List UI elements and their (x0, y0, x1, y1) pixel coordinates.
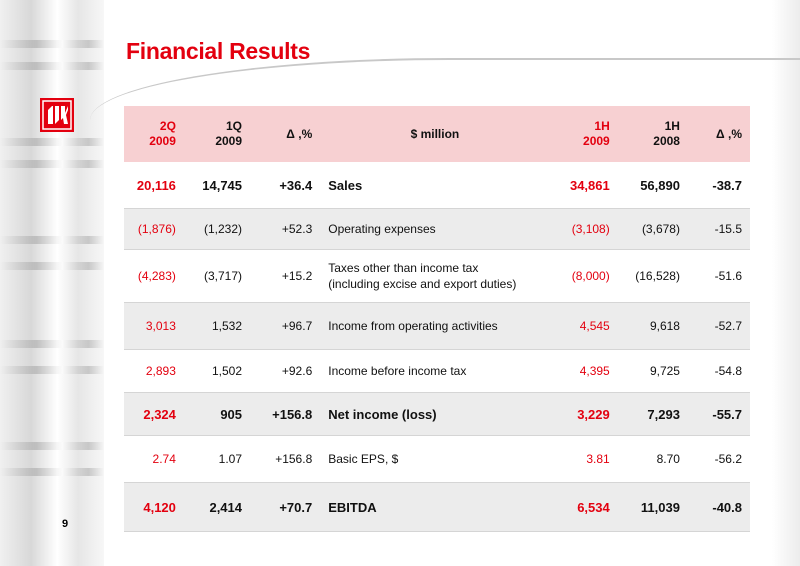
cell-label: Operating expenses (328, 222, 436, 236)
cell-delta-h: -56.2 (714, 452, 742, 466)
cell-delta-h: -38.7 (712, 177, 742, 193)
cell-delta-h: -15.5 (714, 222, 742, 236)
page-title: Financial Results (126, 38, 311, 64)
cell-2q: 20,116 (136, 177, 176, 193)
header-unit: $ million (320, 106, 550, 162)
cell-1q: 2,414 (209, 499, 243, 515)
cell-1h-2008: (3,678) (641, 222, 680, 236)
header-1h-2008: 1H 2008 (617, 106, 688, 162)
cell-1q: 1,532 (211, 319, 243, 333)
header-2q-2009: 2Q 2009 (124, 106, 184, 162)
table-row: (1,876) (1,232) +52.3 Operating expenses… (124, 208, 750, 250)
header-1q-2009: 1Q 2009 (183, 106, 251, 162)
cell-2q: 2.74 (152, 452, 176, 466)
cell-1h-2009: (8,000) (571, 269, 610, 283)
cell-delta-h: -54.8 (714, 364, 742, 378)
cell-delta-q: +15.2 (281, 269, 313, 283)
cell-label: Net income (loss) (328, 406, 437, 422)
cell-1q: 14,745 (202, 177, 243, 193)
cell-1h-2008: (16,528) (635, 269, 680, 283)
header-delta-h: Δ ,% (687, 106, 750, 162)
header-delta-q: Δ ,% (250, 106, 321, 162)
cell-delta-q: +70.7 (279, 499, 313, 515)
cell-1q: 905 (220, 406, 243, 422)
cell-1h-2008: 56,890 (640, 177, 680, 193)
cell-label: EBITDA (328, 499, 377, 515)
cell-1h-2008: 8.70 (656, 452, 680, 466)
cell-1h-2009: 4,545 (579, 319, 610, 333)
cell-1h-2008: 9,725 (649, 364, 680, 378)
table-row: 2,893 1,502 +92.6 Income before income t… (124, 350, 750, 393)
table-header-row: 2Q 2009 1Q 2009 Δ ,% $ million 1H 2009 1H 20… (124, 106, 750, 162)
table-row: 20,116 14,745 +36.4 Sales 34,861 56,890 … (124, 162, 750, 209)
cell-2q: (1,876) (137, 222, 176, 236)
table-row: (4,283) (3,717) +15.2 Taxes other than i… (124, 250, 750, 303)
cell-delta-q: +52.3 (281, 222, 313, 236)
cell-delta-h: -40.8 (712, 499, 742, 515)
table-row: 3,013 1,532 +96.7 Income from operating … (124, 302, 750, 350)
cell-1h-2008: 11,039 (640, 499, 680, 515)
cell-1h-2009: 6,534 (577, 499, 610, 515)
cell-delta-h: -52.7 (714, 319, 742, 333)
cell-1h-2009: 34,861 (569, 177, 610, 193)
cell-1q: (1,232) (203, 222, 243, 236)
cell-label: Taxes other than income tax (including ex… (328, 261, 517, 291)
lukoil-logo (40, 98, 74, 132)
cell-1h-2009: 4,395 (579, 364, 610, 378)
cell-1q: 1,502 (211, 364, 243, 378)
table-row: 2,324 905 +156.8 Net income (loss) 3,229… (124, 392, 750, 436)
cell-1h-2008: 7,293 (647, 406, 680, 422)
cell-delta-q: +96.7 (281, 319, 313, 333)
cell-label: Basic EPS, $ (328, 452, 399, 466)
cell-delta-q: +156.8 (275, 452, 313, 466)
decorative-side-strip (0, 0, 104, 566)
financial-results-table: 2Q 2009 1Q 2009 Δ ,% $ million 1H 2009 1H 20… (124, 106, 750, 532)
table-row: 4,120 2,414 +70.7 EBITDA 6,534 11,039 -4… (124, 482, 750, 532)
cell-1h-2009: (3,108) (571, 222, 610, 236)
cell-delta-h: -51.6 (714, 269, 742, 283)
cell-1q: (3,717) (203, 269, 243, 283)
cell-2q: 3,013 (145, 319, 176, 333)
cell-delta-h: -55.7 (712, 406, 742, 422)
cell-delta-q: +36.4 (279, 177, 313, 193)
cell-label: Sales (328, 177, 363, 193)
cell-label: Income from operating activities (328, 319, 498, 333)
cell-1h-2009: 3,229 (577, 406, 610, 422)
title-underline-arc (90, 58, 800, 120)
cell-label: Income before income tax (328, 364, 467, 378)
page-number: 9 (62, 518, 69, 530)
cell-1q: 1.07 (218, 452, 243, 466)
table-row: 2.74 1.07 +156.8 Basic EPS, $ 3.81 8.70 … (124, 436, 750, 483)
header-1h-2009: 1H 2009 (549, 106, 618, 162)
cell-delta-q: +92.6 (281, 364, 313, 378)
cell-2q: 4,120 (143, 499, 176, 515)
cell-2q: (4,283) (137, 269, 176, 283)
cell-2q: 2,893 (145, 364, 176, 378)
cell-1h-2008: 9,618 (649, 319, 680, 333)
cell-2q: 2,324 (143, 406, 176, 422)
cell-1h-2009: 3.81 (586, 452, 610, 466)
cell-delta-q: +156.8 (272, 406, 313, 422)
